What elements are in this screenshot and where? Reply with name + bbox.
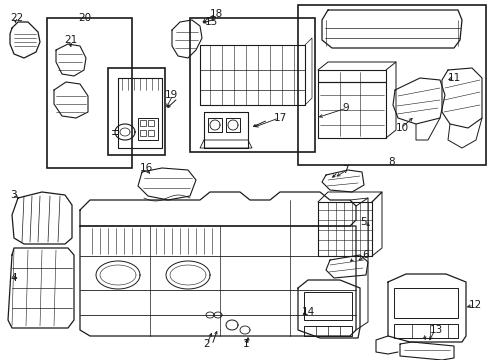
Bar [304, 326, 352, 336]
Bar [148, 120, 154, 126]
Text: 21: 21 [64, 35, 77, 45]
Text: 17: 17 [274, 113, 287, 123]
Text: 5: 5 [360, 217, 367, 227]
Text: 7: 7 [342, 165, 348, 175]
Bar [304, 292, 352, 320]
Text: 22: 22 [10, 13, 23, 23]
Bar [190, 18, 315, 152]
Bar [208, 118, 222, 132]
Bar [394, 288, 458, 318]
Text: 12: 12 [469, 300, 482, 310]
Text: 9: 9 [342, 103, 348, 113]
Text: 13: 13 [430, 325, 443, 335]
Text: 3: 3 [10, 190, 17, 200]
Text: 20: 20 [78, 13, 91, 23]
Bar [394, 324, 458, 338]
Bar [226, 118, 240, 132]
Text: 19: 19 [165, 90, 178, 100]
Text: 18: 18 [210, 9, 223, 19]
Text: 15: 15 [205, 17, 218, 27]
Bar [140, 130, 146, 136]
Bar [148, 130, 154, 136]
Text: 6: 6 [362, 250, 368, 260]
Text: 16: 16 [140, 163, 153, 173]
Bar [47, 18, 132, 168]
Text: 10: 10 [396, 123, 409, 133]
Bar [298, 5, 486, 165]
Bar [140, 120, 146, 126]
Text: 4: 4 [10, 273, 17, 283]
Text: 8: 8 [388, 157, 394, 167]
Text: 2: 2 [204, 339, 210, 349]
Text: 11: 11 [448, 73, 461, 83]
Bar [138, 118, 158, 140]
Text: 14: 14 [302, 307, 315, 317]
Bar [108, 68, 165, 155]
Text: 1: 1 [243, 339, 249, 349]
